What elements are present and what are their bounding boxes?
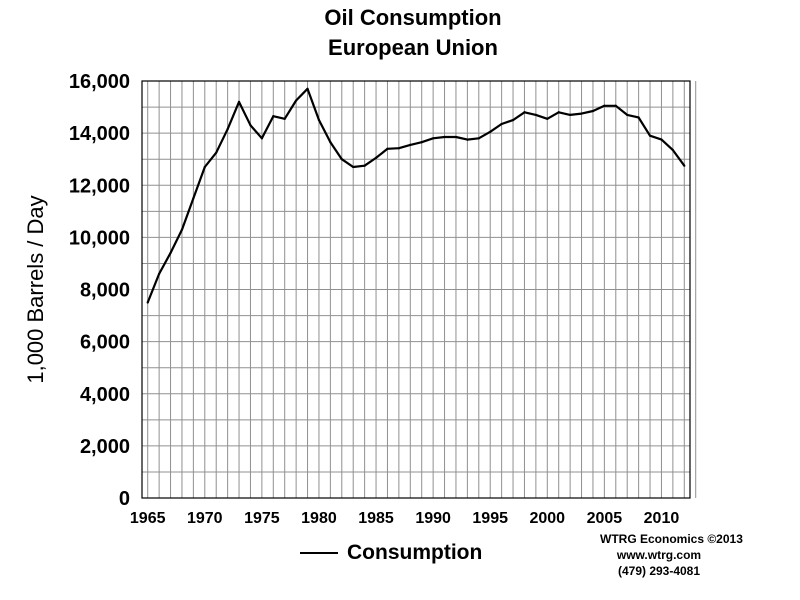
y-tick-label: 6,000 xyxy=(80,332,130,354)
credit-phone: (479) 293-4081 xyxy=(617,564,701,578)
data-point xyxy=(443,135,446,139)
data-point xyxy=(306,87,309,90)
data-point xyxy=(317,118,321,122)
data-point xyxy=(260,137,263,140)
data-point xyxy=(146,301,149,304)
data-point xyxy=(295,99,298,102)
data-point xyxy=(569,113,572,116)
data-point xyxy=(374,156,378,159)
data-point xyxy=(637,116,640,119)
data-point xyxy=(237,100,241,103)
chart-legend: Consumption xyxy=(300,539,482,567)
data-point xyxy=(626,113,629,116)
data-point xyxy=(580,112,583,115)
data-point xyxy=(329,141,332,144)
series-line-consumption xyxy=(146,87,686,303)
x-tick-label: 1995 xyxy=(472,510,508,527)
y-tick-label: 12,000 xyxy=(69,175,130,197)
data-point xyxy=(249,124,252,127)
data-point xyxy=(557,111,560,114)
series-points xyxy=(146,87,686,304)
x-tick-label: 1975 xyxy=(244,510,280,527)
x-tick-label: 2010 xyxy=(644,510,680,527)
data-point xyxy=(169,251,172,255)
x-axis-ticks: 1965 1970 1975 1980 1985 1990 1995 2000 2005 2010 xyxy=(130,510,679,527)
data-point xyxy=(500,122,503,126)
y-tick-label: 14,000 xyxy=(69,123,130,145)
x-tick-label: 2000 xyxy=(529,510,565,527)
data-point xyxy=(420,141,423,144)
data-point xyxy=(546,117,549,120)
data-point xyxy=(397,147,400,150)
data-point xyxy=(671,148,674,152)
data-point xyxy=(180,228,184,231)
data-point xyxy=(614,104,617,107)
x-tick-label: 1965 xyxy=(130,510,166,527)
data-point xyxy=(158,272,161,275)
y-tick-label: 0 xyxy=(119,488,130,510)
data-point xyxy=(660,138,663,141)
data-point xyxy=(226,128,229,131)
plot-frame xyxy=(141,80,691,499)
y-tick-label: 16,000 xyxy=(69,71,130,93)
x-tick-label: 1970 xyxy=(187,510,223,527)
x-tick-label: 1985 xyxy=(358,510,394,527)
data-point xyxy=(340,158,343,161)
legend-label-consumption: Consumption xyxy=(347,541,483,564)
x-tick-label: 1990 xyxy=(415,510,451,527)
data-point xyxy=(511,118,515,122)
x-tick-label: 1980 xyxy=(301,510,337,527)
y-tick-label: 8,000 xyxy=(80,280,130,302)
data-point xyxy=(683,164,686,167)
legend-line-swatch xyxy=(300,552,338,554)
data-point xyxy=(386,147,389,150)
data-point xyxy=(648,134,652,137)
chart-title: Oil Consumption xyxy=(324,5,502,30)
x-tick-label: 2005 xyxy=(587,510,623,527)
credit-copyright: WTRG Economics ©2013 xyxy=(600,532,743,546)
chart-subtitle: European Union xyxy=(328,35,498,60)
data-point xyxy=(466,138,469,141)
data-point xyxy=(352,165,355,169)
data-point xyxy=(534,113,537,116)
y-tick-label: 2,000 xyxy=(80,436,130,458)
data-point xyxy=(454,135,458,139)
data-point xyxy=(432,137,435,140)
data-point xyxy=(203,165,206,169)
credit-website: www.wtrg.com xyxy=(616,548,702,562)
data-point xyxy=(603,104,606,107)
data-point xyxy=(523,111,526,114)
y-tick-label: 4,000 xyxy=(80,384,130,406)
data-point xyxy=(363,164,366,167)
y-axis-ticks: 0 2,000 4,000 6,000 8,000 10,000 12,000 14,000 1… xyxy=(69,71,130,510)
data-point xyxy=(215,151,218,154)
y-tick-label: 10,000 xyxy=(69,227,130,249)
y-axis-label: 1,000 Barrels / Day xyxy=(23,195,48,383)
data-point xyxy=(409,143,412,146)
data-point xyxy=(192,197,195,200)
plot-grid xyxy=(142,80,697,499)
data-point xyxy=(272,115,275,118)
data-point xyxy=(591,109,595,113)
data-point xyxy=(489,130,492,133)
data-point xyxy=(477,137,480,140)
data-point xyxy=(283,117,286,120)
